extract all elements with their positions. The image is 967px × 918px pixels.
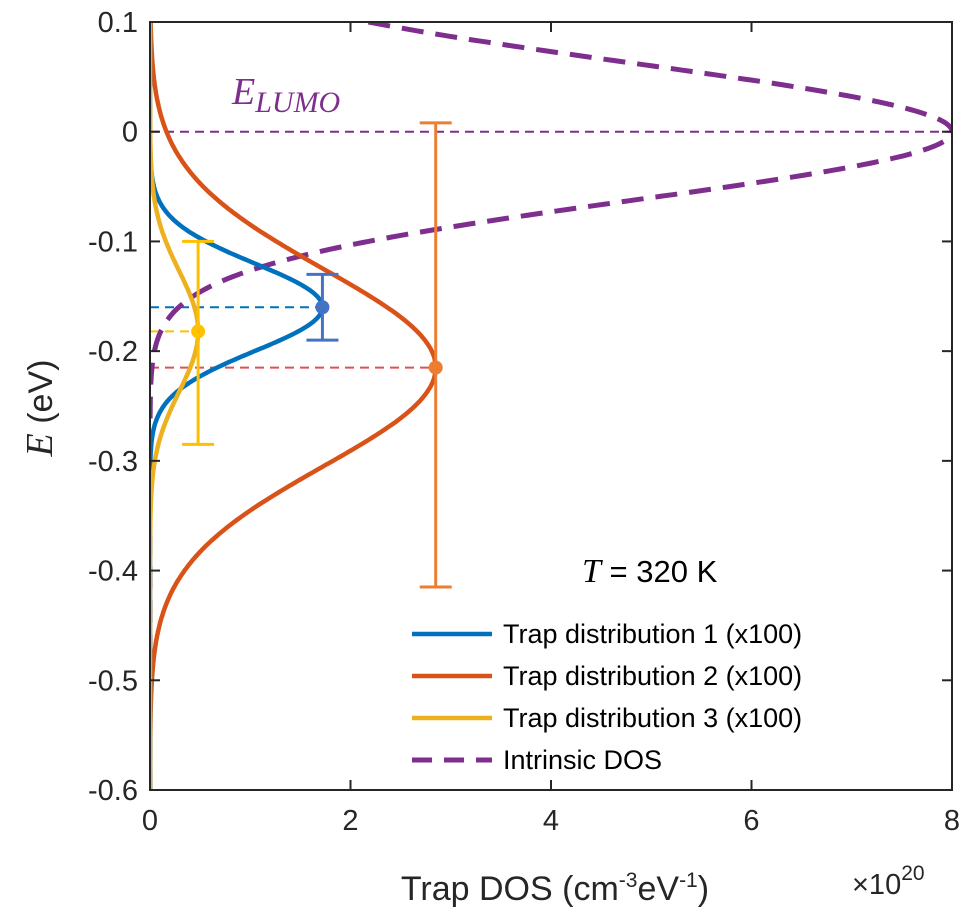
y-tick-label-2: -0.1 bbox=[88, 226, 138, 258]
temperature-variable: T bbox=[582, 553, 603, 590]
y-tick-label-3: -0.2 bbox=[88, 336, 138, 368]
x-multiplier-exponent: 20 bbox=[901, 862, 924, 885]
axis-ticks: 0 2 4 6 8 0.1 0 -0.1 -0.2 -0.3 -0.4 -0.5 -0.6 bbox=[88, 7, 960, 837]
x-axis-label-end: ) bbox=[698, 870, 709, 908]
x-axis-label-sup1: -3 bbox=[619, 869, 638, 892]
elumo-main: E bbox=[231, 71, 255, 113]
x-axis-label: Trap DOS (cm-3eV-1) bbox=[401, 869, 709, 908]
peak-markers bbox=[182, 121, 452, 589]
x-axis-label-mid: eV bbox=[637, 870, 679, 908]
elumo-label: ELUMO bbox=[231, 71, 340, 119]
x-tick-label-0: 0 bbox=[142, 805, 158, 837]
y-tick-label-5: -0.4 bbox=[88, 556, 138, 588]
curve-trap-distribution-3-x100 bbox=[150, 22, 201, 790]
y-axis-label: E (eV) bbox=[19, 360, 61, 458]
y-axis-variable: E bbox=[19, 433, 61, 457]
x-multiplier-base: ×10 bbox=[852, 869, 901, 901]
peak-marker-3 bbox=[191, 324, 206, 339]
y-tick-label-0: 0.1 bbox=[98, 7, 138, 39]
x-tick-label-4: 8 bbox=[944, 805, 960, 837]
legend-label-intrinsic-dos: Intrinsic DOS bbox=[503, 745, 662, 775]
legend-label-trap-distribution-2-x100: Trap distribution 2 (x100) bbox=[503, 661, 802, 691]
x-axis-label-main: Trap DOS (cm bbox=[401, 870, 619, 908]
peak-marker-2 bbox=[428, 360, 443, 375]
curve-trap-distribution-1-x100 bbox=[150, 22, 325, 790]
legend-label-trap-distribution-3-x100: Trap distribution 3 (x100) bbox=[503, 703, 802, 733]
y-tick-label-1: 0 bbox=[122, 117, 138, 149]
y-tick-label-6: -0.5 bbox=[88, 665, 138, 697]
x-tick-label-2: 4 bbox=[543, 805, 559, 837]
temperature-annotation: T = 320 K bbox=[582, 553, 718, 590]
elumo-subscript: LUMO bbox=[254, 86, 340, 119]
reference-lines bbox=[150, 130, 952, 369]
x-tick-label-3: 6 bbox=[743, 805, 759, 837]
temperature-value: = 320 K bbox=[601, 554, 718, 589]
legend-label-trap-distribution-1-x100: Trap distribution 1 (x100) bbox=[503, 619, 802, 649]
x-tick-label-1: 2 bbox=[342, 805, 358, 837]
legend: Trap distribution 1 (x100) Trap distribut… bbox=[412, 619, 802, 775]
y-tick-label-7: -0.6 bbox=[88, 775, 138, 807]
x-axis-multiplier: ×1020 bbox=[852, 862, 925, 901]
peak-marker-1 bbox=[315, 300, 330, 315]
y-axis-unit: (eV) bbox=[22, 360, 60, 434]
x-axis-label-sup2: -1 bbox=[679, 869, 698, 892]
curve-trap-distribution-2-x100 bbox=[150, 22, 438, 790]
y-tick-label-4: -0.3 bbox=[88, 446, 138, 478]
